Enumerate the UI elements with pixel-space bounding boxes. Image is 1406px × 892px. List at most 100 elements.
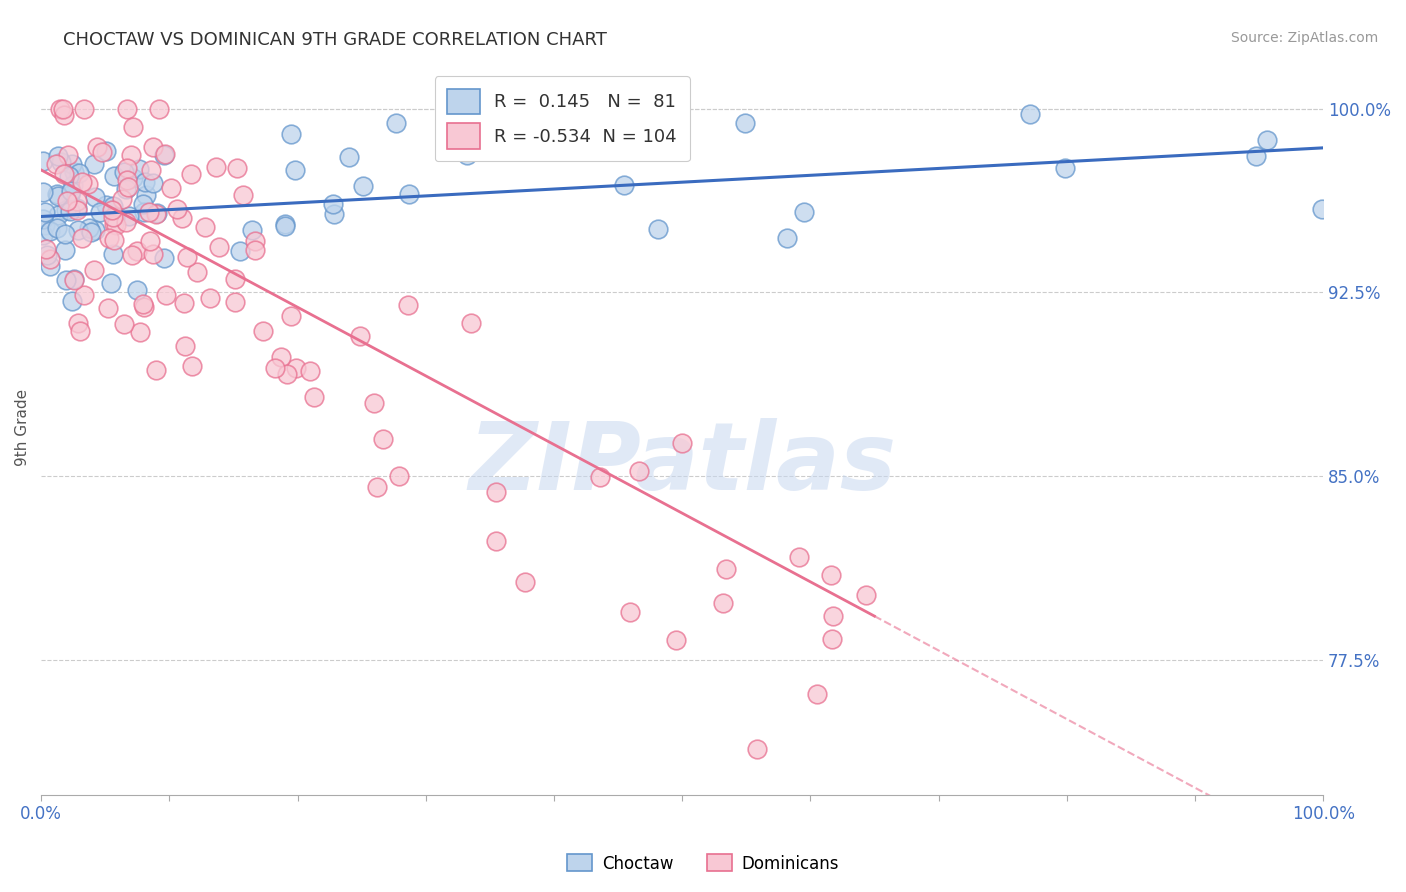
Point [142, 246, 165, 260]
Point [117, 180, 139, 194]
Point [134, 301, 156, 315]
Point [128, 161, 150, 176]
Point [32, 154, 55, 169]
Point [66, 203, 89, 218]
Point [349, 329, 371, 343]
Point [121, 120, 143, 135]
Point [118, 210, 141, 224]
Point [83, 190, 105, 204]
Point [103, 234, 125, 248]
Point [63, 273, 86, 287]
Point [274, 219, 297, 233]
Point [55, 202, 77, 217]
Point [285, 360, 308, 375]
Point [273, 217, 295, 231]
Point [734, 116, 756, 130]
Point [60, 157, 83, 171]
Point [52, 108, 75, 122]
Point [821, 609, 844, 624]
Point [100, 276, 122, 290]
Point [396, 297, 419, 311]
Point [46, 149, 69, 163]
Point [155, 146, 177, 161]
Point [153, 148, 176, 162]
Point [323, 207, 346, 221]
Point [70, 175, 93, 189]
Point [208, 240, 231, 254]
Point [115, 173, 138, 187]
Point [103, 169, 125, 183]
Point [135, 188, 157, 202]
Point [39, 252, 62, 267]
Point [180, 359, 202, 373]
Point [83, 222, 105, 236]
Point [228, 244, 250, 259]
Point [145, 363, 167, 377]
Point [226, 161, 249, 176]
Point [62, 178, 84, 193]
Point [103, 247, 125, 261]
Point [240, 223, 263, 237]
Point [101, 199, 124, 213]
Point [83, 157, 105, 171]
Point [70, 230, 93, 244]
Point [52, 102, 75, 116]
Point [122, 171, 145, 186]
Point [120, 147, 142, 161]
Point [37, 247, 59, 261]
Legend: Choctaw, Dominicans: Choctaw, Dominicans [560, 847, 846, 880]
Point [34, 218, 56, 232]
Point [45, 220, 67, 235]
Point [299, 364, 322, 378]
Point [170, 211, 193, 225]
Point [127, 283, 149, 297]
Point [142, 140, 165, 154]
Point [55, 194, 77, 209]
Point [243, 235, 266, 249]
Point [166, 202, 188, 216]
Point [31, 185, 53, 199]
Point [671, 436, 693, 450]
Point [232, 187, 254, 202]
Point [121, 248, 143, 262]
Point [60, 293, 83, 308]
Point [139, 234, 162, 248]
Point [46, 186, 69, 201]
Point [101, 202, 124, 217]
Point [59, 203, 82, 218]
Text: CHOCTAW VS DOMINICAN 9TH GRADE CORRELATION CHART: CHOCTAW VS DOMINICAN 9TH GRADE CORRELATI… [63, 31, 607, 49]
Point [91, 145, 114, 160]
Point [153, 252, 176, 266]
Point [67, 166, 90, 180]
Point [855, 588, 877, 602]
Point [101, 211, 124, 225]
Point [97, 231, 120, 245]
Point [148, 102, 170, 116]
Point [55, 273, 77, 287]
Point [806, 687, 828, 701]
Point [1256, 133, 1278, 147]
Point [39, 259, 62, 273]
Point [155, 288, 177, 302]
Point [66, 317, 89, 331]
Point [619, 605, 641, 619]
Point [460, 317, 482, 331]
Point [366, 480, 388, 494]
Point [97, 301, 120, 315]
Point [322, 197, 344, 211]
Point [112, 317, 135, 331]
Point [665, 632, 688, 647]
Point [63, 272, 86, 286]
Point [115, 182, 138, 196]
Point [83, 263, 105, 277]
Point [45, 157, 67, 171]
Point [104, 218, 127, 232]
Point [56, 148, 79, 162]
Point [129, 326, 152, 340]
Point [39, 224, 62, 238]
Point [224, 272, 246, 286]
Point [115, 102, 138, 116]
Point [80, 225, 103, 239]
Point [173, 295, 195, 310]
Point [194, 220, 217, 235]
